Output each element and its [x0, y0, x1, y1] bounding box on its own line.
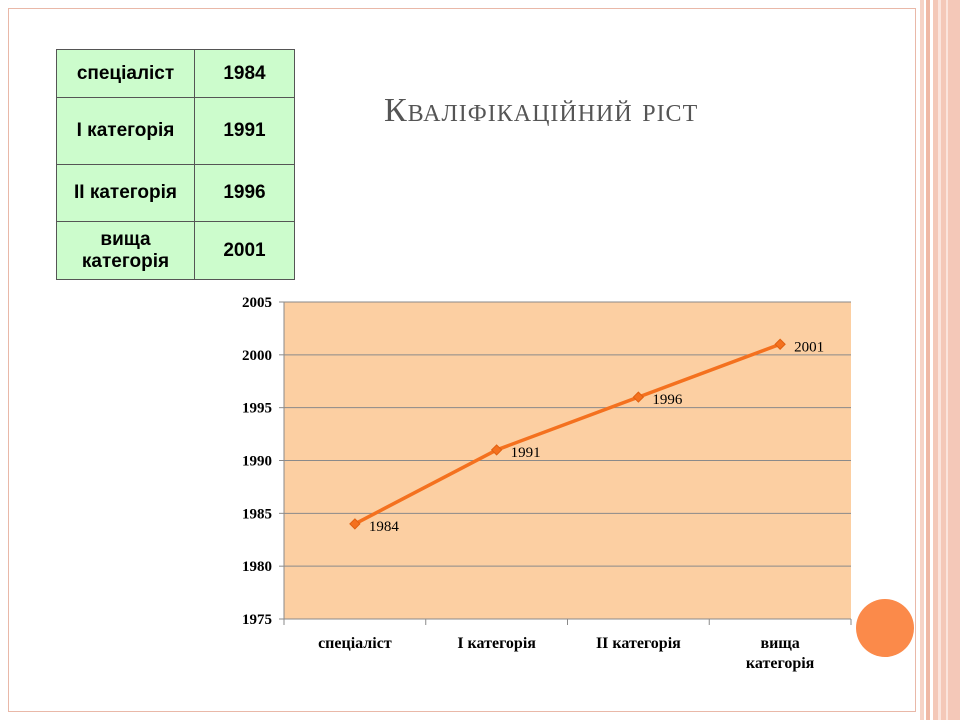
table-row: І категорія 1991 — [56, 97, 295, 165]
data-label: 1996 — [652, 392, 683, 408]
table-label-cell: вища категорія — [56, 221, 195, 280]
decorative-stripe — [946, 0, 948, 720]
table-value-cell: 1991 — [194, 97, 295, 165]
x-tick-label: спеціаліст — [318, 635, 392, 652]
x-tick-label: ІІ категорія — [596, 635, 681, 652]
table-row: спеціаліст 1984 — [56, 49, 295, 98]
y-tick-label: 1990 — [242, 454, 272, 470]
decorative-stripe — [920, 0, 924, 720]
decorative-stripe — [926, 0, 930, 720]
table-label-cell: спеціаліст — [56, 49, 195, 98]
data-point — [490, 444, 503, 456]
table-row: вища категорія 2001 — [56, 221, 295, 280]
x-tick-label: І категорія — [457, 635, 536, 652]
y-tick-label: 1975 — [242, 612, 272, 628]
qualification-table: спеціаліст 1984 І категорія 1991 ІІ кате… — [56, 49, 295, 280]
y-tick-label: 1985 — [242, 506, 272, 522]
data-label: 1991 — [511, 445, 541, 461]
y-tick-label: 2005 — [242, 295, 272, 311]
data-point — [774, 338, 786, 350]
series-line — [354, 342, 781, 526]
data-point — [632, 391, 645, 403]
table-label-cell: ІІ категорія — [56, 164, 195, 222]
table-value-cell: 1984 — [194, 49, 295, 98]
x-tick-label: категорія — [746, 655, 815, 672]
table-value-cell: 2001 — [194, 221, 295, 280]
data-label: 1984 — [369, 519, 400, 535]
data-label: 2001 — [794, 339, 824, 355]
table-label-cell: І категорія — [56, 97, 195, 165]
decorative-stripe — [938, 0, 941, 720]
y-tick-label: 2000 — [242, 348, 272, 364]
y-tick-label: 1980 — [242, 559, 272, 575]
table-value-cell: 1996 — [194, 164, 295, 222]
table-row: ІІ категорія 1996 — [56, 164, 295, 222]
slide-frame — [8, 8, 916, 712]
decorative-circle — [856, 599, 914, 657]
x-tick-label: вища — [760, 635, 799, 652]
slide-title: Кваліфікаційний ріст — [384, 92, 699, 129]
data-point — [349, 518, 361, 530]
y-tick-label: 1995 — [242, 401, 272, 417]
